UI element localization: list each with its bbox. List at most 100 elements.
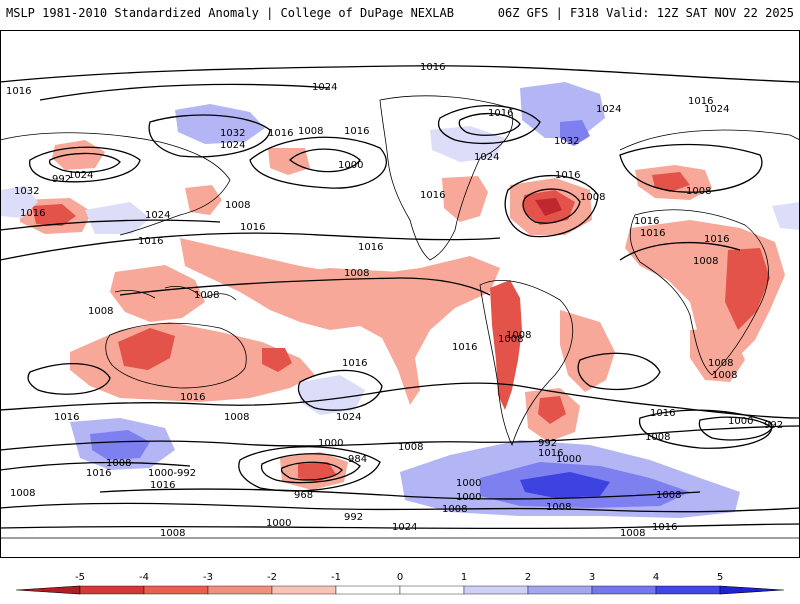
isobar-label: 1032 bbox=[220, 128, 245, 139]
isobar-label: 1008 bbox=[88, 306, 113, 317]
colorbar-ticks: -5 -4 -3 -2 -1 0 1 2 3 4 5 bbox=[75, 572, 723, 583]
isobar-label: 1008 bbox=[10, 488, 35, 499]
isobar-label: 1000 bbox=[556, 454, 581, 465]
colorbar-tick-label: 4 bbox=[653, 572, 659, 583]
isobar-line-1016-subtropic bbox=[0, 219, 221, 231]
isobar-label: 1016 bbox=[358, 242, 383, 253]
isobar-label: 968 bbox=[294, 490, 313, 501]
colorbar-tick-label: 3 bbox=[589, 572, 595, 583]
isobar-line-south-pacific-high bbox=[297, 369, 383, 411]
isobar-line-1016-north bbox=[0, 65, 800, 83]
anomaly-map: 1016 1024 1032 1024 1016 1008 1016 1000 … bbox=[0, 30, 800, 558]
isobar-line-atlantic-low-2 bbox=[522, 188, 581, 224]
isobar-line-north-pacific-inner bbox=[289, 148, 361, 173]
pacific-small-anomaly bbox=[185, 185, 222, 215]
isobar-label: 1016 bbox=[6, 86, 31, 97]
isobar-label: 1016 bbox=[452, 342, 477, 353]
colorbar-swatch bbox=[591, 585, 657, 595]
isobar-label: 1016 bbox=[555, 170, 580, 181]
andes-anomaly bbox=[490, 280, 522, 410]
southern-africa-anomaly bbox=[690, 328, 745, 382]
isobar-label: 1016 bbox=[640, 228, 665, 239]
isobar-line-1024-antarctic bbox=[0, 523, 800, 530]
map-svg: 1016 1024 1032 1024 1016 1008 1016 1000 … bbox=[0, 30, 800, 558]
isobar-line-southern-low-2 bbox=[260, 453, 361, 484]
isobar-label: 1016 bbox=[538, 448, 563, 459]
isobar-label: 1016 bbox=[344, 126, 369, 137]
isobar-label: 1016 bbox=[150, 480, 175, 491]
isobar-label: 1008 bbox=[686, 186, 711, 197]
isobar-label: 1016 bbox=[634, 216, 659, 227]
isobar-label: 984 bbox=[348, 454, 367, 465]
isobar-label: 1016 bbox=[240, 222, 265, 233]
map-title: MSLP 1981-2010 Standardized Anomaly | Co… bbox=[6, 6, 454, 20]
maritime-anomaly bbox=[110, 265, 205, 322]
isobar-label: 1008 bbox=[194, 290, 219, 301]
model-run-valid-time: 06Z GFS | F318 Valid: 12Z SAT NOV 22 202… bbox=[497, 6, 794, 20]
southern-ocean-low-core bbox=[298, 462, 336, 482]
isobar-label: 1016 bbox=[342, 358, 367, 369]
isobar-label: 992 bbox=[344, 512, 363, 523]
colorbar-low-arrow bbox=[15, 585, 81, 595]
isobar-line-1000-south bbox=[0, 461, 191, 471]
isobar-labels: 1016 1024 1032 1024 1016 1008 1016 1000 … bbox=[6, 62, 783, 539]
isobar-line-europe bbox=[619, 143, 763, 193]
europe-core-anomaly bbox=[652, 172, 690, 192]
isobar-line-1008-antarctic bbox=[99, 488, 701, 500]
europe-asia-coast bbox=[0, 129, 800, 236]
isobar-line-asia-high bbox=[28, 146, 141, 183]
positive-anomaly-shading bbox=[0, 82, 800, 518]
east-africa-core-anomaly bbox=[725, 248, 770, 330]
isobar-label: 1008 bbox=[398, 442, 423, 453]
isobar-label: 1016 bbox=[420, 62, 445, 73]
indian-ocean-core-anomaly bbox=[90, 430, 150, 460]
west-siberia-positive-anomaly bbox=[0, 186, 38, 218]
isobar-line-east-asia bbox=[148, 114, 271, 158]
colorbar-tick-label: -3 bbox=[203, 572, 213, 583]
isobar-line-1016-south bbox=[0, 382, 800, 419]
australia-core-anomaly bbox=[118, 328, 175, 370]
colorbar-tick-label: -4 bbox=[139, 572, 149, 583]
colorbar-tick-label: 2 bbox=[525, 572, 531, 583]
isobar-label: 1016 bbox=[704, 234, 729, 245]
isobar-label: 1008 bbox=[160, 528, 185, 539]
isobar-line-1016-antarctic bbox=[0, 502, 800, 513]
east-pacific-small-anomaly bbox=[268, 148, 310, 175]
siberia-anomaly bbox=[52, 140, 105, 170]
isobar-label: 992 bbox=[764, 420, 783, 431]
colorbar-legend: -5 -4 -3 -2 -1 0 1 2 3 4 5 bbox=[0, 560, 800, 600]
isobar-label: 1016 bbox=[688, 96, 713, 107]
isobar-label: 1024 bbox=[312, 82, 337, 93]
coastlines bbox=[0, 95, 800, 539]
isobar-label: 1008 bbox=[224, 412, 249, 423]
isobar-label: 1024 bbox=[596, 104, 621, 115]
atlantic-low-inner bbox=[535, 198, 562, 216]
isobar-label: 1000 bbox=[266, 518, 291, 529]
isobar-line-1008-equator bbox=[119, 277, 491, 296]
isobar-line-1024-north bbox=[39, 83, 331, 101]
isobar-label: 1024 bbox=[220, 140, 245, 151]
colorbar-swatch bbox=[207, 585, 273, 595]
isobar-label: 1024 bbox=[68, 170, 93, 181]
isobar-line-greenland-high-inner bbox=[458, 112, 521, 136]
isobar-label: 1016 bbox=[86, 468, 111, 479]
isobar-line-africa bbox=[619, 241, 741, 261]
colorbar-swatch bbox=[655, 585, 721, 595]
isobar-label: 1008 bbox=[106, 458, 131, 469]
australia-coast bbox=[105, 322, 247, 389]
australia-east-anomaly bbox=[262, 348, 292, 372]
colorbar-swatch bbox=[399, 585, 465, 595]
east-edge-positive-anomaly bbox=[772, 202, 800, 230]
isobar-line-south-indian-low-2 bbox=[698, 416, 773, 441]
isobar-label: 1000 bbox=[338, 160, 363, 171]
isobar-label: 1000 bbox=[456, 492, 481, 503]
colorbar-tick-label: 1 bbox=[461, 572, 467, 583]
isobar-label: 1008 bbox=[580, 192, 605, 203]
isobar-label: 1024 bbox=[336, 412, 361, 423]
isobar-label: 1008 bbox=[344, 268, 369, 279]
isobar-line-1008-subtropic bbox=[0, 232, 501, 261]
isobar-label: 1024 bbox=[392, 522, 417, 533]
colorbar-swatch bbox=[143, 585, 209, 595]
isobar-label: 1008 bbox=[442, 504, 467, 515]
